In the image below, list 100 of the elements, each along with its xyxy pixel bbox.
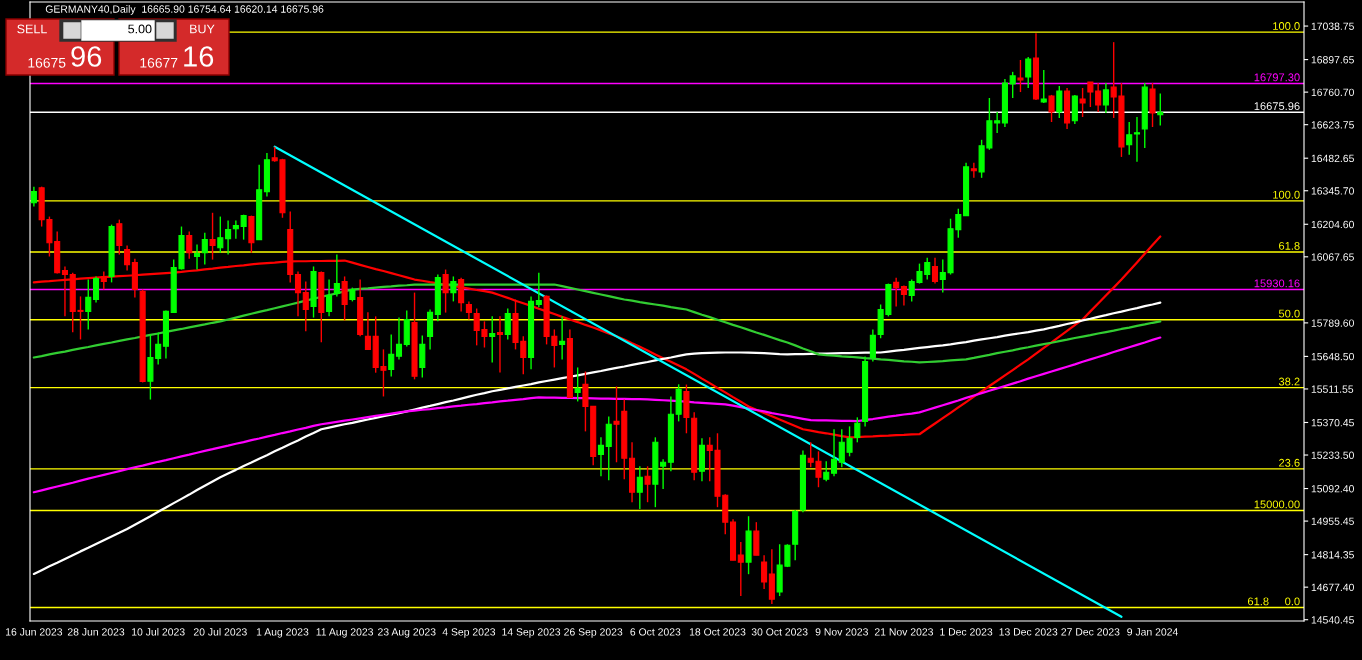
ref-line-label: 16797.30	[1254, 73, 1300, 82]
x-tick-label: 30 Oct 2023	[751, 628, 808, 636]
y-tick-label: 14540.45	[1311, 616, 1354, 624]
candlestick	[823, 460, 830, 482]
annotation: 16	[184, 46, 214, 67]
y-tick-label: 15092.40	[1311, 485, 1354, 493]
candlestick	[186, 230, 193, 260]
ref-line-label: 15000.00	[1254, 500, 1300, 509]
candlestick	[869, 328, 876, 363]
candlestick	[636, 465, 643, 510]
x-tick-label: 16 Jun 2023	[6, 628, 63, 636]
y-tick-label: 16482.65	[1311, 154, 1354, 163]
x-tick-label: 14 Sep 2023	[502, 628, 561, 638]
y-tick-label: 16897.65	[1311, 56, 1354, 64]
x-tick-label: 18 Oct 2023	[689, 628, 746, 636]
annotation: 23.6	[1279, 458, 1300, 467]
candlestick	[225, 219, 232, 256]
candlestick	[333, 253, 340, 298]
candlestick	[496, 315, 504, 374]
candlestick	[427, 308, 434, 351]
candlestick	[92, 275, 100, 304]
candlestick	[395, 316, 403, 361]
candlestick	[970, 162, 977, 179]
annotation: BUY	[190, 24, 215, 34]
x-tick-label: 4 Sep 2023	[442, 628, 496, 638]
line-series	[32, 336, 1162, 494]
candlestick	[30, 185, 37, 208]
candlestick	[326, 278, 333, 318]
candlestick	[124, 244, 131, 272]
annotation: 5.00	[128, 24, 152, 34]
candlestick	[419, 334, 426, 379]
candlestick	[388, 333, 395, 378]
y-tick-label: 17038.75	[1311, 22, 1354, 30]
x-tick-label: 23 Aug 2023	[378, 628, 436, 638]
candlestick	[1048, 94, 1055, 123]
annotation: SELL	[17, 24, 47, 34]
candlestick	[854, 416, 861, 444]
x-tick-label: 11 Aug 2023	[316, 628, 374, 638]
candlestick	[364, 311, 371, 351]
y-tick-label: 16067.65	[1311, 253, 1354, 261]
annotation: 0.0	[1285, 597, 1300, 606]
annotation: 16675	[28, 57, 66, 68]
candlestick	[465, 300, 472, 321]
y-tick-label: 14955.45	[1311, 517, 1354, 525]
candlestick	[737, 541, 744, 597]
candlestick	[830, 428, 838, 477]
candlestick	[1126, 121, 1133, 156]
candlestick	[644, 465, 651, 503]
candlestick	[442, 268, 449, 314]
y-tick-label: 15511.55	[1311, 385, 1354, 393]
candlestick	[1149, 82, 1156, 128]
x-tick-label: 1 Dec 2023	[940, 628, 993, 636]
candlestick	[217, 215, 224, 254]
x-tick-label: 13 Dec 2023	[999, 628, 1058, 636]
annotation: 61.8	[1247, 597, 1269, 606]
candlestick	[302, 280, 309, 333]
candlestick	[931, 256, 939, 285]
candlestick	[597, 436, 605, 477]
candlestick	[209, 212, 216, 261]
candlestick	[450, 275, 457, 303]
candlestick	[193, 243, 201, 271]
candlestick	[605, 415, 612, 482]
x-tick-label: 10 Jul 2023	[132, 627, 185, 636]
x-tick-label: 28 Jun 2023	[67, 628, 125, 636]
candlestick	[1056, 85, 1063, 119]
candlestick	[1079, 87, 1086, 118]
candlestick	[900, 284, 907, 307]
candlestick	[341, 275, 348, 322]
annotation: 50.0	[1278, 309, 1300, 318]
x-tick-label: 9 Nov 2023	[815, 628, 868, 636]
candlestick	[504, 307, 511, 341]
annotation: 16677	[140, 57, 178, 68]
ref-line-label: 16675.96	[1254, 102, 1300, 111]
candlestick	[574, 366, 581, 403]
y-tick-label: 15648.50	[1311, 352, 1354, 361]
y-tick-label: 14677.40	[1311, 583, 1354, 592]
candlestick	[535, 271, 542, 309]
y-tick-label: 16204.60	[1311, 220, 1354, 229]
candlestick	[201, 232, 208, 266]
x-tick-label: 26 Sep 2023	[564, 628, 623, 638]
candlestick	[1133, 116, 1141, 163]
x-tick-label: 1 Aug 2023	[256, 628, 309, 638]
candlestick	[660, 458, 667, 490]
y-tick-label: 16623.75	[1311, 121, 1354, 129]
candlestick	[1025, 56, 1032, 89]
annotation: 38.2	[1278, 377, 1300, 386]
x-tick-label: 27 Dec 2023	[1061, 628, 1120, 636]
candlestick	[893, 276, 900, 308]
annotation: 100.0	[1273, 190, 1300, 199]
y-tick-label: 15789.60	[1311, 319, 1354, 327]
y-tick-label: 15370.45	[1311, 418, 1354, 427]
candlestick	[753, 521, 760, 556]
candlestick	[458, 276, 465, 313]
candlestick	[100, 270, 107, 291]
candlestick	[1017, 59, 1024, 93]
ref-line-label: 15930.16	[1254, 279, 1300, 288]
candlestick	[559, 315, 566, 361]
x-tick-label: 6 Oct 2023	[630, 628, 681, 636]
candlestick	[116, 218, 123, 256]
candlestick	[294, 270, 302, 318]
